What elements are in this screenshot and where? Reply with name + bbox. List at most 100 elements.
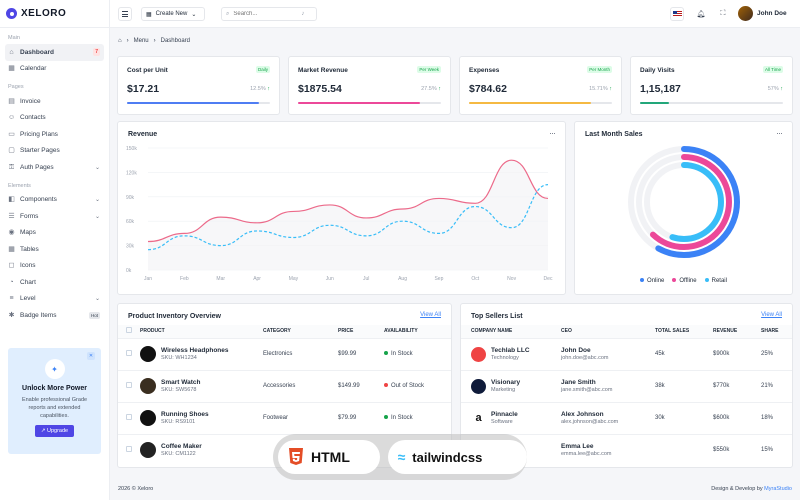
user-name[interactable]: John Doe bbox=[757, 10, 787, 17]
revenue-cell: $600k bbox=[713, 401, 761, 434]
product-cell: Running Shoes SKU: RS9101 bbox=[140, 401, 263, 434]
ceo-cell: Alex Johnson alex.johnson@abc.com bbox=[561, 401, 655, 434]
invoice-icon: ▤ bbox=[8, 97, 15, 105]
ceo-info: Jane Smith jane.smith@abc.com bbox=[561, 379, 612, 393]
view-all-link[interactable]: View All bbox=[761, 312, 782, 318]
column-header: AVAILABILITY bbox=[384, 328, 418, 335]
lock-icon: ⚿ bbox=[8, 163, 15, 171]
checkbox[interactable] bbox=[126, 414, 132, 420]
last-month-sales-card: Last Month Sales ··· Online Offline Reta… bbox=[574, 121, 793, 295]
stat-progress-fill bbox=[640, 102, 669, 104]
company-logo bbox=[471, 346, 486, 362]
arrow-up-icon: ↑ bbox=[780, 86, 783, 92]
arrow-up-icon: ↑ bbox=[609, 86, 612, 92]
search-input[interactable] bbox=[233, 11, 298, 17]
fullscreen-button[interactable]: ⛶ bbox=[716, 7, 730, 21]
sidebar-item-level[interactable]: ≡ Level ⌄ bbox=[5, 291, 104, 308]
sidebar-item-label: Auth Pages bbox=[20, 163, 54, 171]
sidebar-item-label: Starter Pages bbox=[20, 147, 60, 155]
brand-logo[interactable]: XELORO bbox=[0, 0, 109, 28]
view-all-link[interactable]: View All bbox=[420, 312, 441, 318]
table-row[interactable]: Wireless Headphones SKU: WH1234 Electroni… bbox=[118, 337, 451, 370]
sidebar-item-invoice[interactable]: ▤ Invoice bbox=[5, 93, 104, 110]
sidebar-item-icons[interactable]: ◻ Icons bbox=[5, 258, 104, 275]
table-row[interactable]: a Pinnacle Software Alex Johnson alex.johns… bbox=[461, 401, 792, 434]
sidebar-item-maps[interactable]: ◉ Maps bbox=[5, 225, 104, 242]
sidebar-item-dashboard[interactable]: ⌂ Dashboard 7 bbox=[5, 44, 104, 61]
sidebar-item-calendar[interactable]: ▦ Calendar bbox=[5, 61, 104, 78]
checkbox[interactable] bbox=[126, 350, 132, 356]
ceo-name: Alex Johnson bbox=[561, 411, 604, 418]
sidebar-item-tables[interactable]: ▦ Tables bbox=[5, 241, 104, 258]
product-name: Running Shoes bbox=[161, 411, 209, 418]
topbar: ▦ Create New ⌄ ⌕ ♪ 🔔︎ ⛶ John Doe bbox=[110, 0, 800, 28]
create-new-dropdown[interactable]: ▦ Create New ⌄ bbox=[141, 7, 205, 21]
checkbox[interactable] bbox=[126, 382, 132, 388]
share-cell: 15% bbox=[761, 433, 792, 466]
table-header: COMPANY NAME CEO TOTAL SALES REVENUE SHA… bbox=[461, 325, 792, 338]
stat-label: Expenses bbox=[469, 67, 500, 74]
sidebar-item-label: Icons bbox=[20, 262, 36, 270]
checkbox[interactable] bbox=[126, 446, 132, 453]
sidebar-item-chart[interactable]: ◔ Chart bbox=[5, 274, 104, 291]
company-info: Visionary Marketing bbox=[491, 379, 520, 393]
ceo-cell: John Doe john.doe@abc.com bbox=[561, 337, 655, 370]
microphone-icon[interactable]: ♪ bbox=[301, 11, 305, 17]
upgrade-button-label: Upgrade bbox=[47, 428, 69, 434]
sidebar-item-badge-items[interactable]: ✱ Badge Items Hot bbox=[5, 307, 104, 324]
upgrade-button[interactable]: ↗ Upgrade bbox=[34, 425, 75, 437]
language-button[interactable] bbox=[670, 7, 684, 21]
sidebar-item-pricing[interactable]: ▭ Pricing Plans bbox=[5, 126, 104, 143]
hot-badge: Hot bbox=[88, 311, 100, 319]
share-cell: 25% bbox=[761, 337, 792, 370]
x-tick-label: Dec bbox=[544, 276, 553, 282]
stat-progress-fill bbox=[127, 102, 259, 104]
table-row[interactable]: Visionary Marketing Jane Smith jane.smith@… bbox=[461, 369, 792, 402]
calendar-icon: ▦ bbox=[8, 65, 15, 73]
sidebar-item-starter[interactable]: ▢ Starter Pages bbox=[5, 143, 104, 160]
sidebar-item-components[interactable]: ◧ Components ⌄ bbox=[5, 192, 104, 209]
sidebar-item-label: Calendar bbox=[20, 65, 47, 73]
ceo-email: alex.johnson@abc.com bbox=[561, 419, 619, 425]
more-options-icon[interactable]: ··· bbox=[776, 128, 783, 138]
more-options-icon[interactable]: ··· bbox=[549, 128, 556, 138]
revenue-cell: $900k bbox=[713, 337, 761, 370]
sidebar-item-label: Maps bbox=[20, 229, 36, 237]
product-name: Coffee Maker bbox=[161, 443, 202, 451]
sidebar-item-label: Badge Items bbox=[20, 311, 57, 319]
avatar[interactable] bbox=[738, 6, 753, 21]
notification-button[interactable]: 🔔︎ bbox=[694, 7, 708, 21]
close-icon[interactable]: ✕ bbox=[87, 352, 95, 360]
sidebar-item-label: Invoice bbox=[20, 97, 41, 105]
sidebar-item-forms[interactable]: ☰ Forms ⌄ bbox=[5, 208, 104, 225]
home-icon[interactable]: ⌂ bbox=[118, 38, 122, 44]
fullscreen-icon: ⛶ bbox=[720, 10, 726, 17]
html-label: HTML bbox=[311, 449, 350, 465]
table-row[interactable]: Running Shoes SKU: RS9101 Footwear $79.99… bbox=[118, 401, 451, 434]
menu-toggle-button[interactable] bbox=[118, 7, 132, 21]
stat-change-value: 27.5% bbox=[421, 86, 437, 92]
revenue-chart: 150k 120k 90k 60k 30k 0k Jan Feb Mar Apr May Jun Jul… bbox=[126, 146, 553, 282]
table-row[interactable]: Techlab LLC Technology John Doe john.doe@a… bbox=[461, 337, 792, 370]
legend-label: Online bbox=[647, 278, 665, 284]
series-line bbox=[147, 184, 549, 251]
status-dot bbox=[384, 383, 388, 387]
x-tick-label: Oct bbox=[471, 276, 479, 282]
ceo-info: John Doe john.doe@abc.com bbox=[561, 347, 608, 361]
product-info: Running Shoes SKU: RS9101 bbox=[161, 411, 209, 425]
sidebar-item-contacts[interactable]: ☺ Contacts bbox=[5, 110, 104, 127]
credit-link[interactable]: MyraStudio bbox=[764, 486, 792, 492]
revenue-cell: $550k bbox=[713, 433, 761, 466]
price-cell: $99.99 bbox=[338, 337, 384, 370]
checkbox[interactable] bbox=[126, 327, 132, 334]
stat-change: 57% ↑ bbox=[768, 86, 783, 92]
column-header: SHARE bbox=[761, 328, 779, 335]
table-row[interactable]: Smart Watch SKU: SW5678 Accessories $149.… bbox=[118, 369, 451, 402]
sidebar-item-auth[interactable]: ⚿ Auth Pages ⌄ bbox=[5, 159, 104, 176]
search-icon: ⌕ bbox=[226, 10, 230, 17]
components-icon: ◧ bbox=[8, 196, 15, 204]
search-box[interactable]: ⌕ ♪ bbox=[221, 7, 317, 21]
breadcrumb-menu[interactable]: Menu bbox=[133, 38, 149, 44]
sales-cell bbox=[655, 433, 713, 466]
bell-icon: 🔔︎ bbox=[696, 11, 706, 18]
